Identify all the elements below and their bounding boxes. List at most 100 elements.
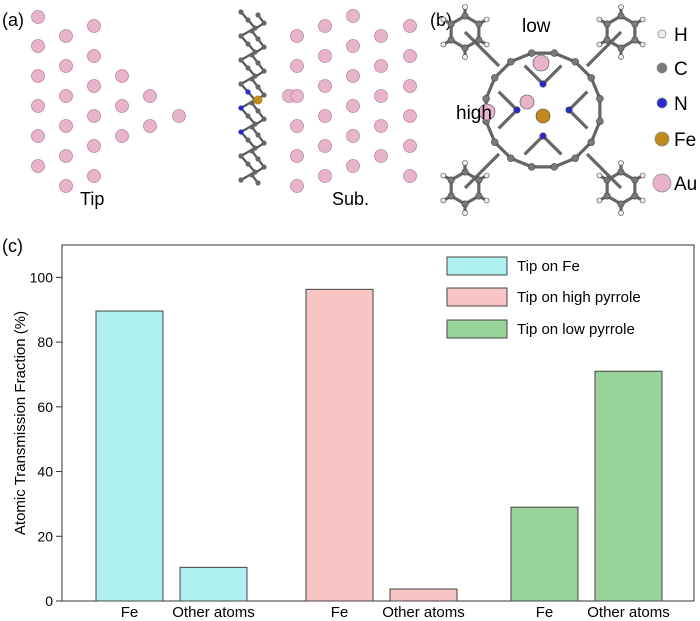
side-atom xyxy=(245,113,251,119)
side-atom xyxy=(245,161,251,167)
legend-label-n: N xyxy=(674,94,688,115)
au-atom xyxy=(346,159,360,173)
bond xyxy=(574,141,593,160)
x-tick-label: Fe xyxy=(536,604,554,621)
h-atom xyxy=(462,210,468,216)
legend-label-fe: Fe xyxy=(674,130,696,151)
c-atom xyxy=(461,44,469,52)
h-atom xyxy=(483,172,490,179)
au-atom xyxy=(318,109,332,123)
c-atom xyxy=(461,168,469,176)
side-atom xyxy=(255,84,261,90)
au-atom xyxy=(31,69,45,83)
porphyrin-molecule xyxy=(440,4,646,216)
au-atom xyxy=(115,69,129,83)
au-atom xyxy=(87,139,101,153)
au-atom xyxy=(59,119,73,133)
side-atom xyxy=(255,132,261,138)
au-tip-low xyxy=(532,54,550,72)
bar-1-0 xyxy=(305,288,374,602)
side-atom xyxy=(249,52,255,58)
h-atom xyxy=(618,54,624,60)
h-atom xyxy=(618,160,624,166)
bond xyxy=(589,77,602,100)
side-atom xyxy=(238,81,244,87)
high-position-label: high xyxy=(456,103,492,124)
c-atom xyxy=(631,20,639,28)
x-tick-label: Fe xyxy=(331,604,349,621)
legend-swatch-1 xyxy=(446,287,508,307)
c-atom xyxy=(587,138,595,146)
side-atom xyxy=(245,137,251,143)
au-atom xyxy=(290,59,304,73)
c-atom xyxy=(447,176,455,184)
n-atom xyxy=(539,132,547,140)
c-atom xyxy=(596,117,604,126)
h-atom xyxy=(639,16,646,23)
au-atom xyxy=(31,129,45,143)
au-atom xyxy=(31,39,45,53)
c-atom xyxy=(507,154,515,162)
h-atom xyxy=(440,197,447,204)
side-atom xyxy=(238,177,244,183)
h-atom xyxy=(618,4,624,10)
au-atom xyxy=(87,109,101,123)
legend-marker-au xyxy=(652,173,672,193)
au-atom xyxy=(318,19,332,33)
side-atom xyxy=(261,44,267,50)
x-tick-label: Other atoms xyxy=(382,604,465,621)
bond xyxy=(567,90,589,112)
au-atom xyxy=(318,139,332,153)
side-atom xyxy=(255,36,261,42)
c-atom xyxy=(475,192,483,200)
bond xyxy=(585,152,623,190)
panel-c-label: (c) xyxy=(2,236,23,256)
c-atom xyxy=(461,12,469,20)
au-atom xyxy=(290,179,304,193)
au-atom xyxy=(290,89,304,103)
y-axis-label: Atomic Transmission Fraction (%) xyxy=(12,311,29,535)
au-atom xyxy=(318,79,332,93)
substrate-label: Sub. xyxy=(332,189,369,209)
y-tick-label: 80 xyxy=(37,334,53,350)
c-atom xyxy=(587,74,595,82)
x-tick-label: Fe xyxy=(121,604,139,621)
side-atom xyxy=(238,33,244,39)
bond xyxy=(463,152,501,190)
x-tick-labels: Fe Other atoms Fe Other atoms Fe Other atoms xyxy=(121,604,670,621)
au-atom xyxy=(346,129,360,143)
au-atom xyxy=(172,109,186,123)
bar-0-1 xyxy=(179,566,248,602)
side-atom xyxy=(255,180,261,186)
au-tip-high xyxy=(478,103,496,121)
n-atom xyxy=(565,106,573,114)
c-atom xyxy=(631,192,639,200)
c-atom xyxy=(482,94,490,103)
h-atom xyxy=(639,172,646,179)
legend-marker-fe xyxy=(654,131,670,147)
h-atom xyxy=(440,172,447,179)
au-atom xyxy=(403,49,417,63)
low-position-label: low xyxy=(522,16,551,37)
legend-marker-h xyxy=(657,29,667,39)
legend-swatch-0 xyxy=(446,256,508,276)
au-atom xyxy=(143,89,157,103)
h-atom xyxy=(483,16,490,23)
au-atom xyxy=(346,39,360,53)
c-atom xyxy=(447,36,455,44)
bond xyxy=(497,90,519,112)
au-atom xyxy=(403,139,417,153)
side-atom xyxy=(249,148,255,154)
y-tick-label: 40 xyxy=(37,464,53,480)
x-tick-label: Other atoms xyxy=(172,604,255,621)
c-atom xyxy=(475,36,483,44)
molecule-side-view xyxy=(238,9,267,186)
side-atom xyxy=(249,172,255,178)
c-atom xyxy=(617,200,625,208)
au-atom xyxy=(59,179,73,193)
y-tick-label: 100 xyxy=(30,269,54,285)
side-atom xyxy=(261,164,267,170)
bond xyxy=(484,120,497,143)
h-atom xyxy=(639,197,646,204)
